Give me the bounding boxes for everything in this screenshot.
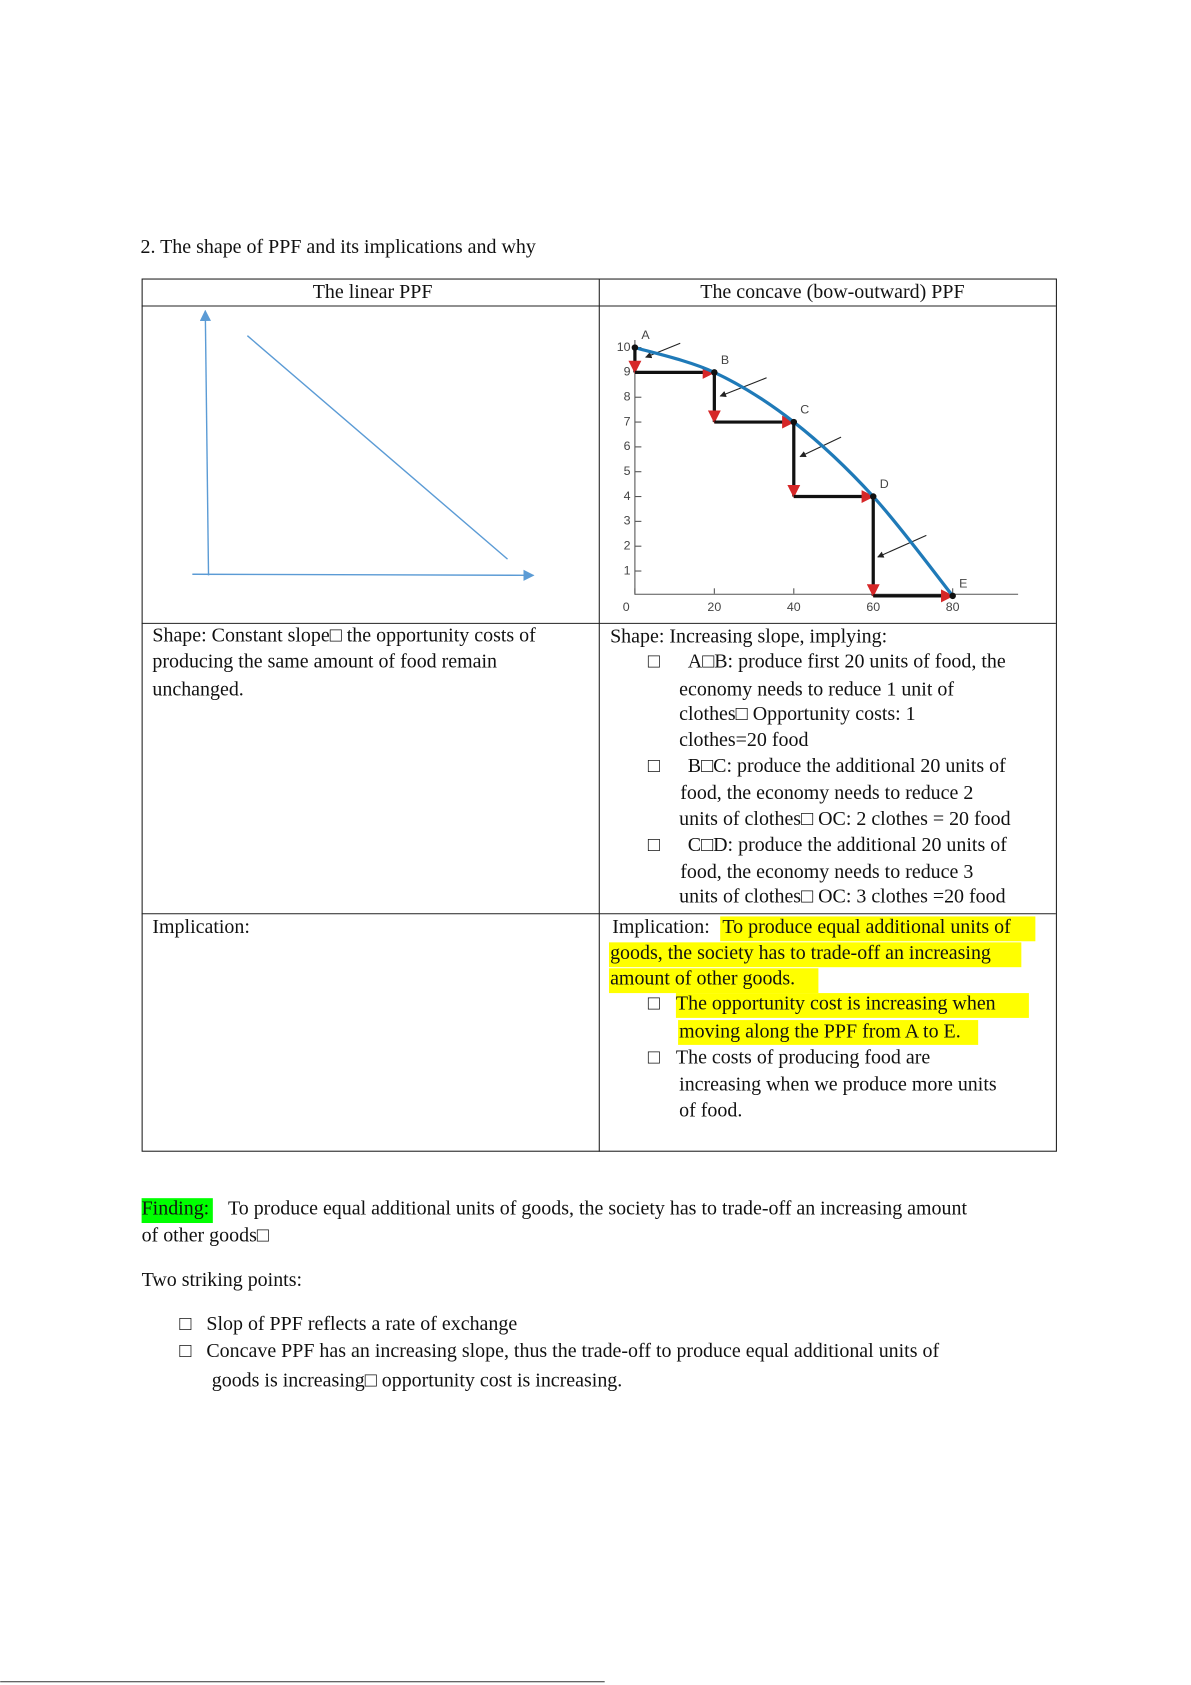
cell-text: amount of other goods. bbox=[610, 968, 795, 990]
list-item: Slop of PPF reflects a rate of exchange bbox=[206, 1313, 517, 1335]
bullet: □ bbox=[648, 834, 660, 856]
bullet: □ bbox=[179, 1313, 191, 1335]
ppf-curve bbox=[634, 346, 954, 597]
point-label: D bbox=[880, 477, 889, 491]
cell-text: moving along the PPF from A to E. bbox=[679, 1021, 961, 1043]
x-tick-label: 80 bbox=[946, 600, 960, 614]
cell-text: Implication: bbox=[612, 916, 710, 938]
point-label: B bbox=[721, 353, 729, 367]
column-header: The linear PPF bbox=[313, 281, 433, 303]
bullet: □ bbox=[648, 650, 660, 672]
cell-text: The opportunity cost is increasing when bbox=[676, 993, 996, 1015]
y-tick-label: 3 bbox=[624, 514, 631, 528]
y-tick-label: 5 bbox=[624, 464, 631, 478]
cell-text: increasing when we produce more units bbox=[679, 1073, 997, 1095]
x-tick-label: 40 bbox=[787, 600, 801, 614]
cell-text: economy needs to reduce 1 unit of bbox=[679, 678, 954, 700]
point-label: A bbox=[641, 328, 650, 342]
table-grid bbox=[141, 278, 1057, 1152]
heading: 2. The shape of PPF and its implications… bbox=[141, 236, 536, 258]
cell-text: Shape: Constant slope□ the opportunity c… bbox=[152, 624, 536, 646]
y-tick-label: 6 bbox=[624, 439, 631, 453]
list-item: goods is increasing□ opportunity cost is… bbox=[212, 1369, 623, 1391]
x-tick-label: 0 bbox=[623, 600, 630, 614]
cell-text: of food. bbox=[679, 1099, 742, 1121]
cell-text: Implication: bbox=[152, 916, 250, 938]
ppf-point bbox=[631, 344, 639, 351]
cell-text: producing the same amount of food remain bbox=[152, 650, 497, 672]
cell-text: unchanged. bbox=[152, 678, 243, 700]
point-label: E bbox=[959, 576, 967, 590]
ppf-point bbox=[870, 493, 877, 500]
cell-text: food, the economy needs to reduce 2 bbox=[680, 782, 973, 804]
cell-text: units of clothes□ OC: 2 clothes = 20 foo… bbox=[679, 808, 1010, 830]
cell-text: goods, the society has to trade-off an i… bbox=[610, 942, 991, 964]
bullet: □ bbox=[648, 993, 660, 1015]
x-tick-label: 60 bbox=[866, 600, 880, 614]
cell-text: units of clothes□ OC: 3 clothes =20 food bbox=[679, 886, 1005, 908]
y-tick-label: 10 bbox=[617, 340, 631, 354]
highlights bbox=[141, 916, 1036, 1224]
y-tick-label: 7 bbox=[624, 414, 631, 428]
bullet: □ bbox=[179, 1340, 191, 1362]
point-label: C bbox=[800, 402, 809, 416]
ppf-point bbox=[949, 592, 956, 600]
paragraph: Two striking points: bbox=[142, 1269, 302, 1291]
y-tick-label: 1 bbox=[624, 563, 631, 577]
cell-text: clothes□ Opportunity costs: 1 bbox=[679, 703, 916, 725]
bullet: □ bbox=[648, 1047, 660, 1069]
list-item: Concave PPF has an increasing slope, thu… bbox=[206, 1340, 939, 1362]
cell-text: C□D: produce the additional 20 units of bbox=[688, 834, 1007, 856]
column-header: The concave (bow-outward) PPF bbox=[700, 281, 964, 303]
paragraph: To produce equal additional units of goo… bbox=[228, 1198, 968, 1220]
cell-text: The costs of producing food are bbox=[676, 1047, 930, 1069]
concave-ppf-figure: 1 2 3 4 5 6 7 8 9 10 0 20 40 60 80 A B C D E bbox=[617, 328, 1019, 614]
ppf-point bbox=[790, 418, 798, 426]
ppf-point bbox=[711, 369, 718, 376]
y-tick-label: 8 bbox=[624, 390, 631, 404]
cell-text: B□C: produce the additional 20 units of bbox=[688, 755, 1006, 777]
paragraph: of other goods□ bbox=[142, 1225, 269, 1247]
cell-text: To produce equal additional units of bbox=[722, 916, 1011, 938]
y-tick-label: 2 bbox=[624, 538, 631, 552]
bullet: □ bbox=[648, 755, 660, 777]
cell-text: Shape: Increasing slope, implying: bbox=[610, 626, 887, 648]
cell-text: clothes=20 food bbox=[679, 729, 808, 751]
x-tick-label: 20 bbox=[707, 600, 721, 614]
cell-text: A□B: produce first 20 units of food, the bbox=[688, 650, 1006, 672]
finding-label: Finding: bbox=[142, 1198, 210, 1220]
pointer-arrows bbox=[645, 342, 927, 558]
linear-ppf-figure bbox=[192, 309, 535, 581]
y-tick-label: 9 bbox=[624, 365, 631, 379]
cell-text: food, the economy needs to reduce 3 bbox=[680, 861, 973, 883]
y-tick-label: 4 bbox=[624, 489, 631, 503]
